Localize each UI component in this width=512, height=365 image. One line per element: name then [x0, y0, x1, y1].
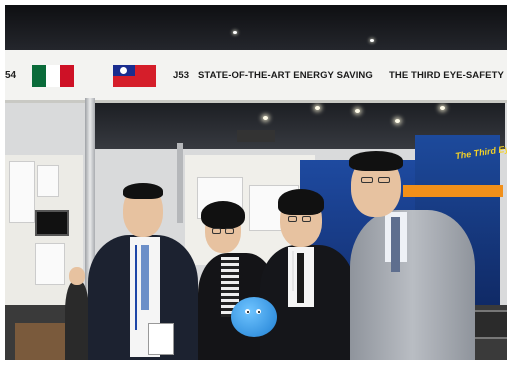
booth-pole [177, 143, 183, 223]
toy-eye-left [245, 309, 250, 314]
teacher-glasses-left [361, 177, 373, 183]
student-2-glasses-left [212, 228, 221, 234]
student-3-glasses-left [288, 216, 297, 222]
student-1-hair [123, 183, 163, 199]
project-title-2: THE THIRD EYE-SAFETY D [389, 70, 507, 81]
booth-code: J53 [173, 70, 190, 81]
toy-eye-right [256, 309, 261, 314]
poster-stripe [403, 185, 503, 197]
visitor-head [69, 267, 85, 285]
ceiling-light [370, 39, 374, 42]
student-3-hair [278, 189, 324, 215]
student-3-tie [297, 253, 304, 303]
taiwan-flag [113, 65, 156, 87]
poster [35, 243, 65, 285]
banner-pole [85, 98, 95, 360]
spotlight [440, 106, 445, 110]
poster [37, 165, 59, 197]
student-2-striped-shirt [221, 257, 239, 317]
spotlight [263, 116, 268, 120]
project-title-1: STATE-OF-THE-ART ENERGY SAVING [198, 70, 373, 81]
toy-pupil [247, 311, 249, 313]
student-3-glasses-right [302, 216, 311, 222]
visitor-body [65, 281, 89, 360]
ceiling-light [233, 31, 237, 34]
student-1-lanyard [135, 245, 137, 330]
hanging-sign [237, 130, 275, 142]
teacher-suit [350, 210, 475, 360]
teacher-glasses-right [378, 177, 390, 183]
poster [9, 161, 35, 223]
spotlight [315, 106, 320, 110]
ceiling [5, 5, 507, 50]
mexico-flag [32, 65, 74, 87]
student-1-tie [141, 245, 149, 310]
flag-stripe-red [60, 65, 74, 87]
flag-stripe-white [46, 65, 60, 87]
flag-sun [120, 67, 127, 74]
booth-photo: The Third Eye 54 J53 STATE-OF-THE-ART EN… [5, 5, 507, 360]
booth-banner: 54 J53 STATE-OF-THE-ART ENERGY SAVING TH… [5, 50, 507, 103]
teacher-hair [349, 151, 403, 171]
spotlight [395, 119, 400, 123]
student-2-hair [201, 201, 245, 229]
banner-edge-text: 54 [5, 70, 17, 81]
student-2-glasses-right [225, 228, 234, 234]
blue-plush-toy [231, 297, 277, 337]
teacher-tie [391, 217, 400, 272]
tv-monitor [35, 210, 69, 236]
laptop [471, 310, 507, 339]
flag-stripe-green [32, 65, 46, 87]
toy-pupil [258, 311, 260, 313]
spotlight [355, 109, 360, 113]
student-1-badge [148, 323, 174, 355]
student-3-lanyard [292, 251, 294, 291]
